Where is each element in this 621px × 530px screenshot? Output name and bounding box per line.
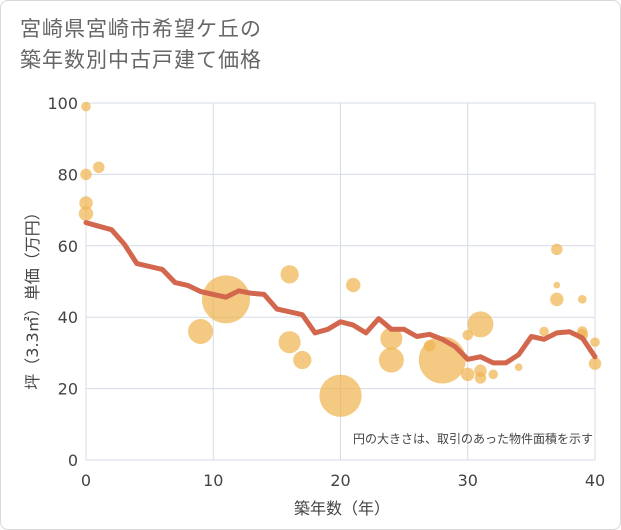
data-point [280, 265, 299, 284]
data-point [577, 295, 587, 304]
data-point [514, 363, 523, 372]
y-tick-label: 0 [68, 451, 78, 470]
x-tick-label: 20 [330, 471, 350, 490]
data-point [79, 196, 93, 210]
data-point [80, 168, 92, 181]
y-tick-label: 20 [58, 380, 78, 399]
data-point [378, 347, 404, 373]
data-point [81, 101, 91, 112]
data-point [188, 319, 214, 344]
y-tick-label: 40 [58, 308, 78, 327]
data-point [467, 311, 494, 338]
x-tick-label: 30 [458, 471, 478, 490]
trend-line [83, 220, 598, 366]
chart-title-line-1: 宮崎県宮崎市希望ケ丘の [20, 17, 262, 41]
data-point [488, 369, 499, 380]
size-annotation: 円の大きさは、取引のあった物件面積を示す [353, 431, 593, 446]
data-point [550, 292, 564, 307]
data-point [551, 243, 563, 256]
axis-ticks: 0 10 20 30 40 0 20 40 60 80 100 [47, 94, 605, 490]
y-tick-label: 60 [58, 237, 78, 256]
data-points [78, 101, 602, 417]
data-point [588, 357, 602, 370]
data-point [293, 350, 312, 370]
data-point [319, 374, 362, 417]
data-point [539, 326, 549, 337]
x-axis-label: 築年数（年） [294, 499, 390, 518]
trend-line-group [83, 220, 598, 366]
data-point [418, 336, 466, 384]
data-point [78, 206, 94, 221]
x-tick-label: 40 [585, 471, 605, 490]
data-point [346, 277, 361, 293]
x-tick-label: 0 [81, 471, 91, 490]
data-point [461, 367, 475, 382]
data-point [380, 327, 403, 350]
chart-title-line-2: 築年数別中古戸建て価格 [20, 48, 262, 72]
y-tick-label: 80 [58, 165, 78, 184]
x-tick-label: 10 [203, 471, 223, 490]
chart-title: 宮崎県宮崎市希望ケ丘の 築年数別中古戸建て価格 [20, 14, 262, 76]
y-axis-label: 坪（3.3㎡）単価（万円） [23, 204, 42, 389]
data-point [590, 337, 600, 347]
y-tick-label: 100 [47, 94, 78, 113]
data-point [278, 331, 301, 354]
data-point [92, 161, 105, 174]
data-point [553, 281, 561, 289]
data-point [474, 372, 487, 384]
